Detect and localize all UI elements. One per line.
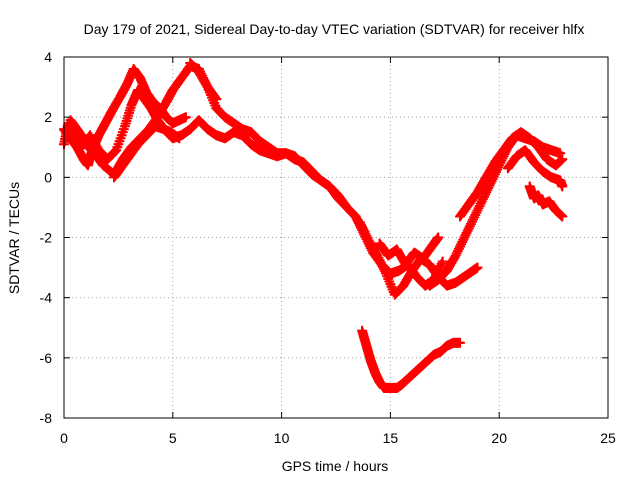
series-track-11 [524, 181, 568, 222]
y-tick-label: 0 [44, 169, 52, 185]
y-axis-label: SDTVAR / TECUs [6, 182, 22, 294]
series-track-10 [502, 145, 568, 192]
x-tick-label: 0 [60, 430, 68, 446]
y-tick-label: -4 [40, 290, 53, 306]
y-tick-label: -2 [40, 230, 53, 246]
x-tick-label: 15 [383, 430, 399, 446]
y-tick-label: 4 [44, 49, 52, 65]
x-tick-label: 5 [169, 430, 177, 446]
data-point [180, 112, 191, 123]
series-track-4 [108, 115, 370, 237]
y-tick-label: 2 [44, 109, 52, 125]
x-tick-label: 25 [600, 430, 616, 446]
data-point [557, 211, 568, 222]
data-point [454, 337, 466, 348]
chart-title: Day 179 of 2021, Sidereal Day-to-day VTE… [84, 21, 585, 37]
data-series-layer [58, 57, 568, 394]
x-tick-label: 10 [274, 430, 290, 446]
grid-lines [64, 57, 608, 418]
x-tick-label: 20 [491, 430, 507, 446]
axis-ticks: 0 5 10 15 20 25 -8 -6 -4 -2 0 2 4 [40, 49, 616, 446]
series-track-7 [374, 232, 444, 270]
data-point [472, 262, 483, 273]
series-track-5 [185, 57, 448, 291]
y-tick-label: -8 [40, 410, 53, 426]
data-point [437, 256, 448, 267]
series-track-9 [454, 127, 568, 222]
data-point [557, 181, 568, 192]
series-track-12 [357, 325, 466, 394]
y-tick-label: -6 [40, 350, 53, 366]
x-axis-label: GPS time / hours [282, 458, 389, 474]
data-point [433, 232, 444, 243]
data-point [557, 154, 568, 165]
